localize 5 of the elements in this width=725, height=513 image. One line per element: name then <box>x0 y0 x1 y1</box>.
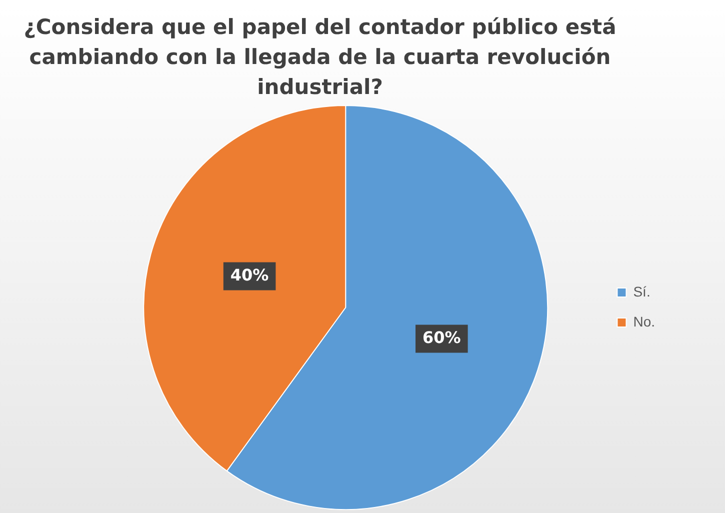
legend-label: Sí. <box>633 283 650 300</box>
legend-label: No. <box>633 313 656 330</box>
data-label: 40% <box>230 265 269 284</box>
chart-title: ¿Considera que el papel del contador público está cambiando con la llegada de la cuarta revolución industrial? <box>22 14 618 101</box>
data-label: 60% <box>422 328 461 347</box>
